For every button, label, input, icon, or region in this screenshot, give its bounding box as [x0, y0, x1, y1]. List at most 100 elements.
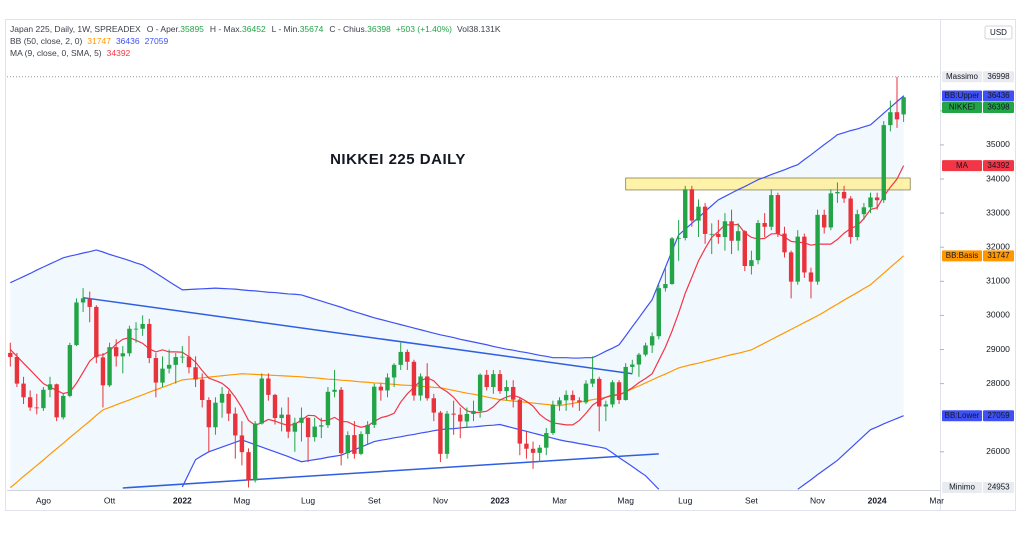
trend-line [122, 453, 659, 489]
candle-body [775, 195, 781, 234]
candle-body [762, 223, 767, 227]
candle-body [590, 378, 595, 384]
candle-body [742, 231, 747, 266]
price-label-name: Minimo [949, 483, 975, 492]
candle-body [729, 221, 734, 241]
candle-body [735, 231, 741, 241]
candle-body [583, 383, 589, 403]
symbol: Japan 225, Daily, 1W, SPREADEX [10, 24, 141, 34]
candle-body [530, 448, 536, 453]
price-label-box [942, 90, 982, 102]
candle-body [491, 374, 496, 388]
candle-body [398, 351, 403, 365]
candle-body [61, 395, 66, 418]
candle-body [325, 391, 331, 426]
candle-body [755, 223, 761, 261]
candle-body [424, 376, 430, 399]
candle-body [259, 378, 264, 424]
candle-body [636, 354, 642, 365]
candle-body [292, 422, 298, 432]
candle-body [312, 426, 317, 438]
candle-body [338, 389, 344, 454]
x-tick-label: Lug [678, 495, 692, 505]
x-tick-label: Ago [36, 495, 51, 505]
candle-body [385, 377, 390, 391]
candle-body [451, 413, 456, 415]
price-label-value: 31747 [987, 251, 1010, 260]
candle-body [193, 367, 198, 380]
candle-body [47, 384, 53, 390]
trend-line [82, 296, 633, 375]
chart-frame [5, 19, 1016, 511]
currency: USD [990, 28, 1007, 37]
ma-line [9, 165, 905, 428]
price-label-name: MA [956, 161, 969, 170]
candle-body [828, 193, 834, 228]
candle-body [113, 347, 119, 357]
indicator-legend: BB (50, close, 2, 0) [10, 36, 82, 46]
candle-body [861, 207, 867, 215]
candle-body [696, 206, 701, 221]
candle-body [206, 399, 212, 428]
indicator-line [10, 95, 904, 359]
candle-body [855, 214, 860, 237]
candle-body [332, 389, 337, 392]
candle-body [663, 284, 668, 289]
candle-body [272, 394, 278, 419]
chart-title: NIKKEI 225 DAILY [330, 151, 466, 168]
candle-body [537, 447, 542, 453]
x-tick-label: 2022 [173, 495, 192, 505]
ohlc-value: 36452 [242, 24, 266, 34]
candle-body [226, 393, 231, 414]
ohlc-value: 35674 [300, 24, 324, 34]
y-tick-label: 30000 [986, 310, 1010, 320]
candle-body [239, 435, 245, 453]
indicator-value: 36436 [116, 36, 140, 46]
y-tick-label: 29000 [986, 344, 1010, 354]
candle-body [815, 214, 820, 282]
candle-body [411, 361, 417, 396]
candle-body [557, 400, 562, 405]
price-label-box [983, 410, 1014, 422]
candle-body [749, 260, 754, 266]
candle-body [94, 306, 99, 358]
candle-body [67, 345, 73, 396]
indicator-value: 27059 [145, 36, 169, 46]
candle-body [319, 425, 324, 427]
x-tick-label: 2024 [868, 495, 887, 505]
candle-body [133, 328, 139, 330]
candle-body [160, 368, 165, 383]
candle-body [74, 302, 79, 346]
candle-body [550, 404, 556, 434]
y-tick-label: 34000 [986, 173, 1010, 183]
price-label-value: 34392 [987, 161, 1010, 170]
price-label-value: 24953 [987, 483, 1010, 492]
y-tick-label: 35000 [986, 139, 1010, 149]
ohlc-label: C - Chius. [329, 24, 367, 34]
ohlc-label: O - Aper. [147, 24, 181, 34]
candle-body [702, 206, 708, 234]
candle-body [8, 352, 13, 358]
indicator-value: 34392 [107, 48, 131, 58]
candle-body [444, 413, 450, 454]
candle-body [881, 125, 886, 201]
price-label-box [942, 482, 982, 494]
candle-body [286, 414, 291, 432]
candle-body [643, 345, 648, 355]
plot-area [8, 76, 911, 490]
candle-body [391, 364, 397, 378]
candle-body [372, 386, 377, 425]
candle-body [166, 364, 172, 369]
candle-body [874, 197, 880, 201]
ohlc-label: L - Min. [272, 24, 300, 34]
candle-body [504, 387, 509, 392]
candle-body [795, 236, 800, 282]
candle-body [808, 272, 814, 282]
candle-body [378, 386, 384, 391]
candle-body [438, 412, 443, 454]
candle-body [484, 374, 489, 388]
indicator-line [181, 415, 904, 490]
y-tick-label: 33000 [986, 207, 1010, 217]
candle-body [722, 221, 728, 237]
x-tick-label: Nov [433, 495, 449, 505]
